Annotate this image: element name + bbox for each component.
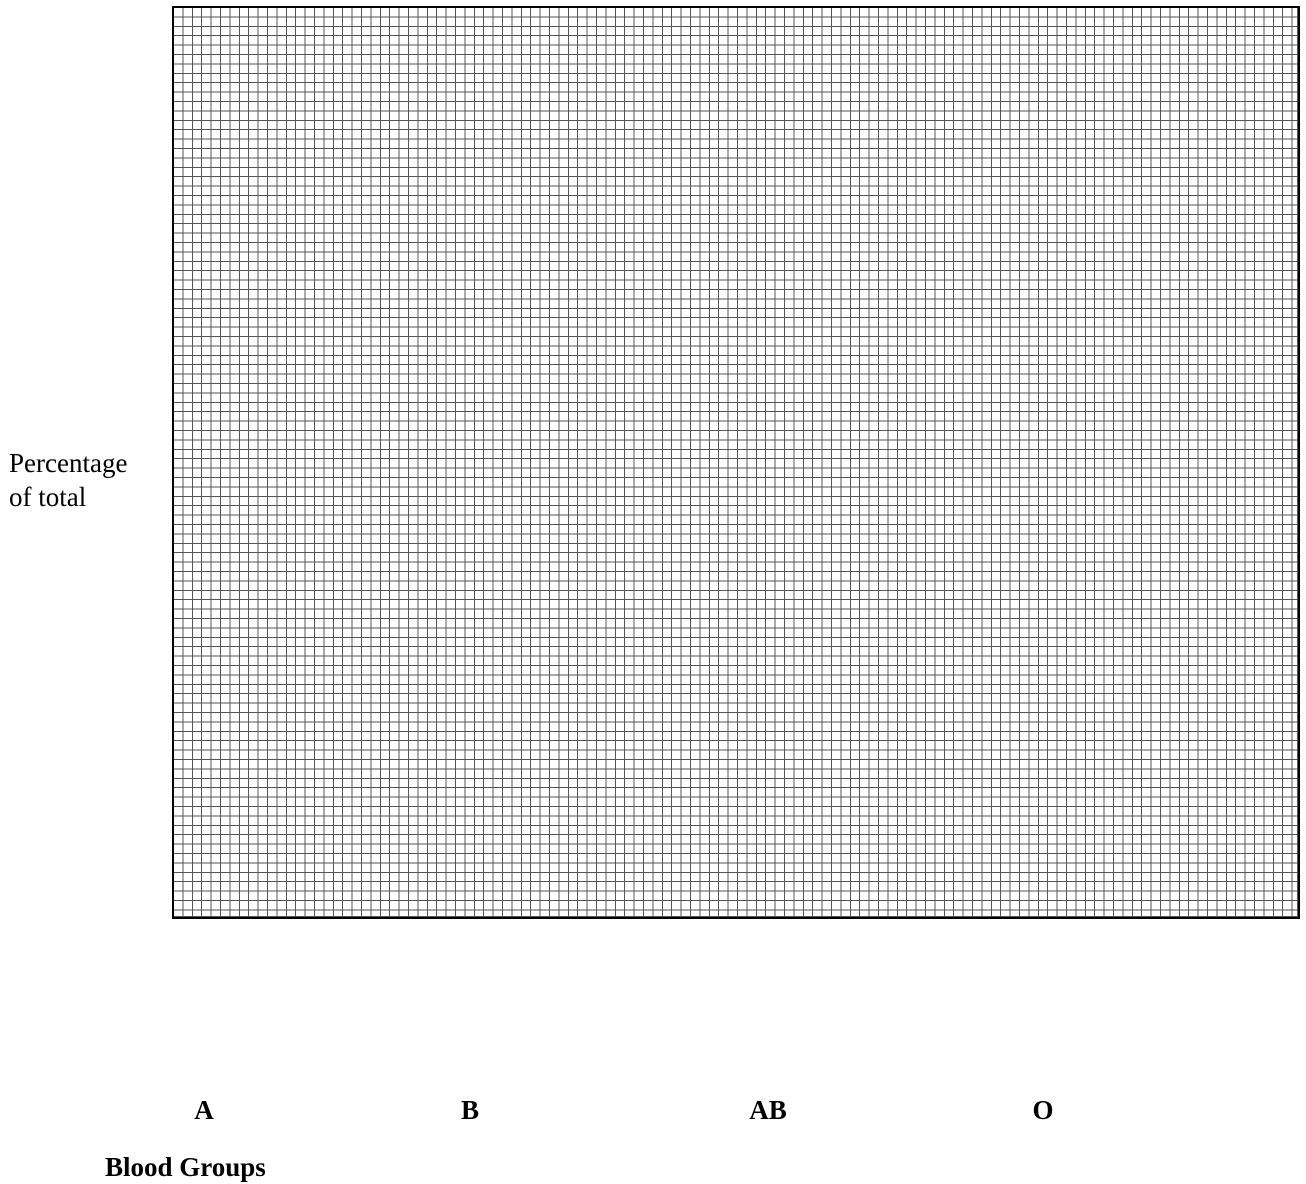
x-axis-label: Blood Groups — [105, 1152, 266, 1182]
x-tick-label-ab: AB — [749, 1095, 787, 1125]
y-axis-label: Percentage of total — [9, 446, 169, 514]
y-axis-label-line-1: Percentage — [9, 448, 128, 478]
y-axis-label-line-2: of total — [9, 482, 87, 512]
graph-paper-plot-area — [172, 6, 1300, 919]
x-tick-label-a: A — [194, 1095, 214, 1125]
x-tick-label-b: B — [460, 1095, 480, 1125]
x-tick-label-o: O — [1032, 1095, 1054, 1125]
